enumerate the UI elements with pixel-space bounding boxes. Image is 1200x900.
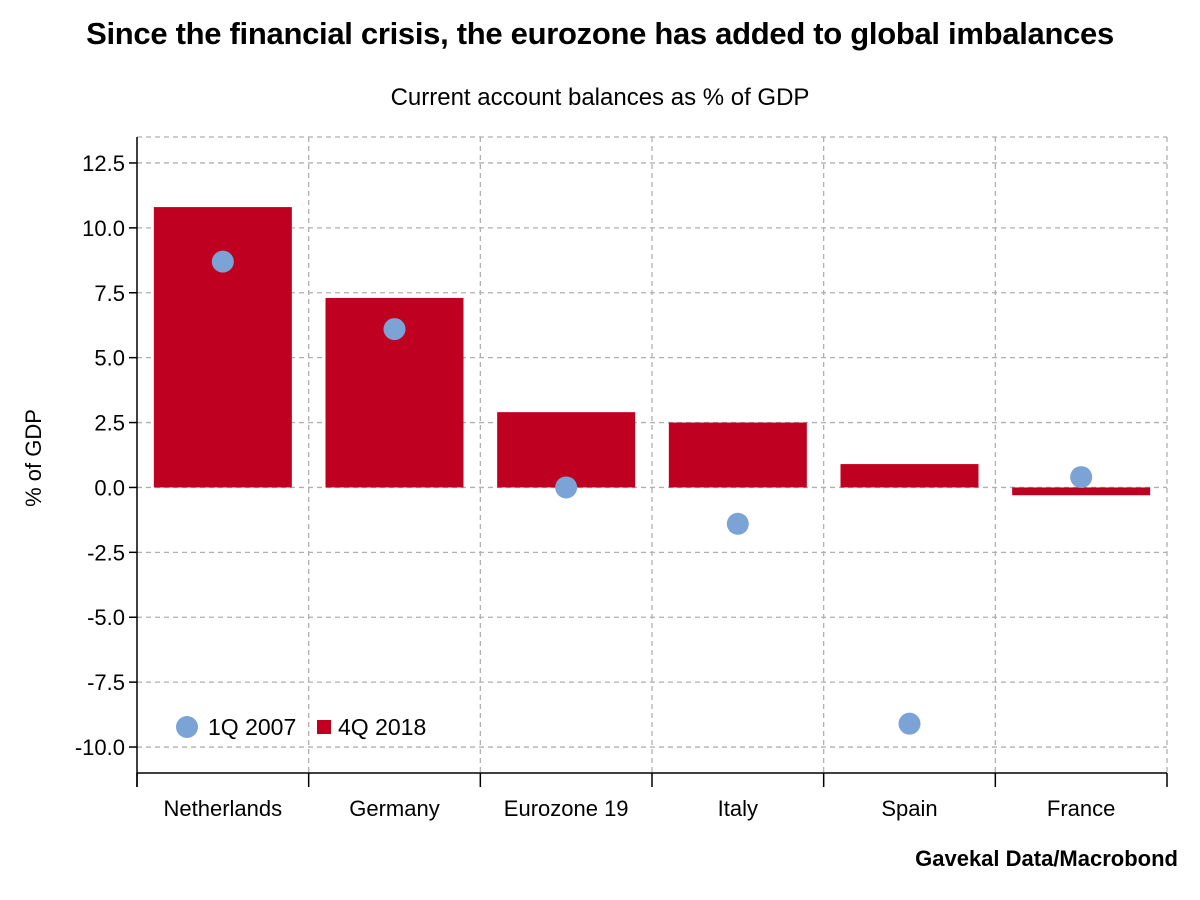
dot-germany [383, 318, 406, 341]
x-tick-label: Netherlands [164, 796, 283, 821]
x-tick-label: Germany [349, 796, 439, 821]
dot-eurozone-19 [555, 476, 578, 499]
bar-netherlands [153, 207, 292, 488]
chart-subtitle: Current account balances as % of GDP [390, 84, 810, 111]
y-tick-label: 10.0 [82, 216, 125, 241]
dot-spain [898, 712, 921, 735]
bar-france [1012, 487, 1151, 496]
legend-dot-icon [176, 716, 198, 738]
x-tick-label: Spain [881, 796, 937, 821]
chart-title: Since the financial crisis, the eurozone… [86, 16, 1114, 51]
legend-bar-icon [317, 720, 331, 734]
source-note: Gavekal Data/Macrobond [915, 846, 1178, 871]
bar-eurozone-19 [497, 412, 636, 488]
tick-labels: 12.5 10.0 7.5 5.0 2.5 0.0 -2.5 -5.0 -7.5 -10.0 Net… [75, 151, 1116, 821]
dot-italy [726, 512, 749, 535]
x-tick-label: France [1047, 796, 1115, 821]
x-tick-label: Italy [718, 796, 758, 821]
legend-label: 4Q 2018 [338, 714, 426, 740]
y-tick-label: -7.5 [87, 670, 125, 695]
y-tick-label: -5.0 [87, 605, 125, 630]
y-tick-label: 2.5 [94, 411, 125, 436]
y-tick-label: -2.5 [87, 540, 125, 565]
y-tick-label: -10.0 [75, 735, 125, 760]
dot-netherlands [211, 250, 234, 273]
y-tick-label: 12.5 [82, 151, 125, 176]
bar-italy [668, 422, 807, 488]
dots [211, 250, 1093, 735]
dot-france [1070, 466, 1093, 489]
legend: 1Q 2007 4Q 2018 [176, 714, 426, 740]
legend-label: 1Q 2007 [208, 714, 296, 740]
y-tick-label: 5.0 [94, 346, 125, 371]
y-tick-label: 7.5 [94, 281, 125, 306]
bar-spain [840, 464, 979, 488]
grid-lines [137, 136, 1168, 773]
x-tick-label: Eurozone 19 [504, 796, 629, 821]
y-tick-label: 0.0 [94, 475, 125, 500]
y-axis-label: % of GDP [21, 409, 46, 507]
axes [129, 137, 1168, 787]
